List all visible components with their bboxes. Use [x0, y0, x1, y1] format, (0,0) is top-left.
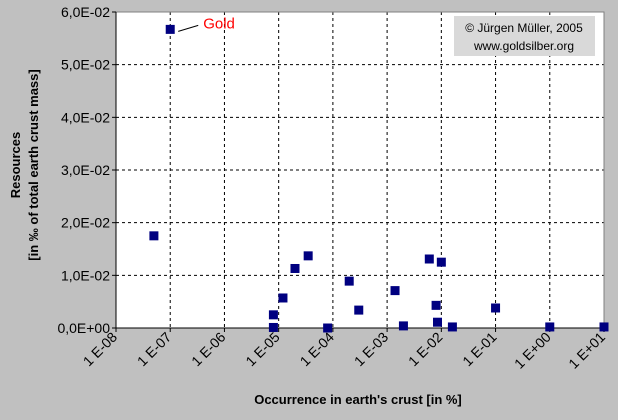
data-point [433, 317, 443, 327]
data-point [303, 251, 313, 261]
y-tick-label: 0,0E+00 [57, 320, 110, 336]
data-point [165, 24, 175, 34]
y-axis-title-line-2: [in ‰ of total earth crust mass] [26, 69, 41, 260]
copyright-box: © Jürgen Müller, 2005 www.goldsilber.org [454, 16, 595, 56]
x-tick-label: 1 E-01 [459, 329, 500, 370]
y-axis-title-line-1: Resources [8, 132, 23, 198]
x-tick-labels: 1 E-08 1 E-07 1 E-06 1 E-05 1 E-04 1 E-03 1 E-… [80, 328, 608, 372]
annotation-label: Gold [203, 15, 235, 32]
x-tick-label: 1 E+01 [565, 329, 608, 372]
data-point [149, 231, 159, 241]
data-point [424, 254, 434, 264]
data-point [323, 323, 333, 333]
data-point [290, 263, 300, 273]
data-point [390, 286, 400, 296]
data-point [545, 322, 555, 332]
data-point [599, 322, 609, 332]
data-point [491, 303, 501, 313]
plot-area [116, 12, 604, 328]
y-tick-label: 3,0E-02 [61, 162, 110, 178]
annotation-leader-line [178, 24, 199, 32]
x-axis-title: Occurrence in earth's crust [in %] [254, 392, 462, 407]
data-point [436, 257, 446, 267]
data-point [354, 305, 364, 315]
x-tick-label: 1 E-02 [405, 329, 446, 370]
y-tick-label: 2,0E-02 [61, 215, 110, 231]
y-tick-label: 5,0E-02 [61, 57, 110, 73]
copyright-background [454, 16, 595, 56]
x-tick-label: 1 E-04 [297, 329, 338, 370]
data-points [149, 24, 609, 333]
x-tick-label: 1 E-03 [351, 329, 392, 370]
y-tick-label: 4,0E-02 [61, 109, 110, 125]
data-point [447, 322, 457, 332]
y-tick-label: 6,0E-02 [61, 4, 110, 20]
data-point [344, 276, 354, 286]
x-tick-label: 1 E-07 [134, 329, 175, 370]
copyright-line-2: www.goldsilber.org [473, 39, 574, 53]
data-point [278, 293, 288, 303]
copyright-line-1: © Jürgen Müller, 2005 [465, 21, 583, 35]
y-tick-labels: 0,0E+00 1,0E-02 2,0E-02 3,0E-02 4,0E-02 5,0E-… [57, 4, 116, 336]
x-tick-label: 1 E-06 [188, 329, 229, 370]
data-point [398, 321, 408, 331]
x-tick-label: 1 E-05 [242, 329, 283, 370]
gold-annotation: Gold [178, 15, 235, 32]
x-tick-label: 1 E+00 [511, 329, 554, 372]
data-point [268, 310, 278, 320]
data-point [268, 322, 278, 332]
data-point [431, 300, 441, 310]
y-tick-label: 1,0E-02 [61, 267, 110, 283]
